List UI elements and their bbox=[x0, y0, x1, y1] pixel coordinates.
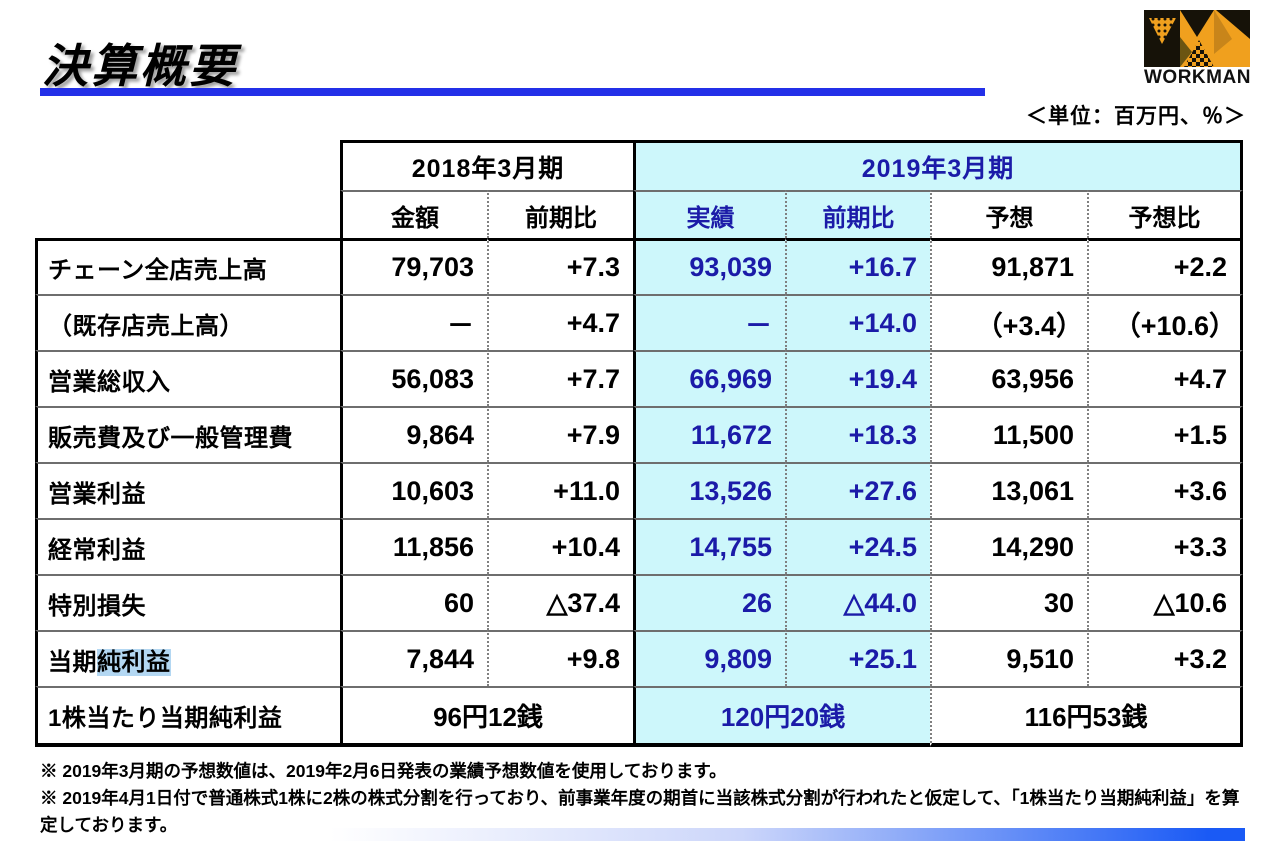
table-row-ordinary-profit: 経常利益 11,856 +10.4 14,755 +24.5 14,290 +3… bbox=[35, 518, 1244, 574]
cell-vs-forecast: +3.3 bbox=[1087, 518, 1244, 574]
cell-forecast: 9,510 bbox=[930, 630, 1087, 686]
workman-logo-text: WORKMAN bbox=[1144, 67, 1251, 88]
cell-yoy-2019: +25.1 bbox=[785, 630, 930, 686]
row-label: 特別損失 bbox=[35, 574, 340, 630]
cell-actual: 14,755 bbox=[633, 518, 785, 574]
cell-amount: 11,856 bbox=[340, 518, 487, 574]
col-header-vs-forecast: 予想比 bbox=[1087, 190, 1244, 238]
cell-yoy-2019: △44.0 bbox=[785, 574, 930, 630]
cell-amount: 79,703 bbox=[340, 238, 487, 294]
cell-yoy-2019: +16.7 bbox=[785, 238, 930, 294]
cell-vs-forecast: △10.6 bbox=[1087, 574, 1244, 630]
cell-vs-forecast: +3.2 bbox=[1087, 630, 1244, 686]
cell-yoy-2018: +4.7 bbox=[487, 294, 633, 350]
cell-yoy-2018: +7.3 bbox=[487, 238, 633, 294]
corner-spacer bbox=[35, 190, 340, 238]
cell-actual: 93,039 bbox=[633, 238, 785, 294]
table-row-chain-sales: チェーン全店売上高 79,703 +7.3 93,039 +16.7 91,87… bbox=[35, 238, 1244, 294]
cell-yoy-2018: △37.4 bbox=[487, 574, 633, 630]
workman-logo: WORKMAN bbox=[1144, 10, 1250, 89]
cell-forecast: 63,956 bbox=[930, 350, 1087, 406]
row-label-prefix: 当期 bbox=[48, 648, 97, 676]
cell-yoy-2018: +10.4 bbox=[487, 518, 633, 574]
table-row-extraordinary-loss: 特別損失 60 △37.4 26 △44.0 30 △10.6 bbox=[35, 574, 1244, 630]
table-row-eps: 1株当たり当期純利益 96円12銭 120円20銭 116円53銭 bbox=[35, 686, 1244, 747]
page-title: 決算概要 bbox=[42, 40, 238, 92]
row-label: チェーン全店売上高 bbox=[35, 238, 340, 294]
cell-forecast: 11,500 bbox=[930, 406, 1087, 462]
col-header-actual: 実績 bbox=[633, 190, 785, 238]
table-row-net-income: 当期純利益 7,844 +9.8 9,809 +25.1 9,510 +3.2 bbox=[35, 630, 1244, 686]
row-label-highlighted: 純利益 bbox=[97, 648, 171, 676]
col-header-amount: 金額 bbox=[340, 190, 487, 238]
cell-forecast: （+3.4） bbox=[930, 294, 1087, 350]
cell-forecast: 13,061 bbox=[930, 462, 1087, 518]
col-header-forecast: 予想 bbox=[930, 190, 1087, 238]
table-row-existing-store-sales: （既存店売上高） － +4.7 － +14.0 （+3.4） （+10.6） bbox=[35, 294, 1244, 350]
financial-summary-table: 2018年3月期 2019年3月期 金額 前期比 実績 前期比 予想 予想比 チ… bbox=[35, 140, 1244, 747]
cell-yoy-2019: +18.3 bbox=[785, 406, 930, 462]
cell-actual: － bbox=[633, 294, 785, 350]
cell-amount: 60 bbox=[340, 574, 487, 630]
row-label: （既存店売上高） bbox=[35, 294, 340, 350]
row-label: 営業利益 bbox=[35, 462, 340, 518]
footnote-line: ※ 2019年3月期の予想数値は、2019年2月6日発表の業績予想数値を使用して… bbox=[40, 761, 727, 781]
footnote-line: ※ 2019年4月1日付で普通株式1株に2株の株式分割を行っており、前事業年度の… bbox=[40, 788, 1240, 836]
bottom-gradient-bar bbox=[330, 828, 1245, 841]
row-label: 1株当たり当期純利益 bbox=[35, 686, 340, 747]
row-label: 営業総収入 bbox=[35, 350, 340, 406]
footnotes: ※ 2019年3月期の予想数値は、2019年2月6日発表の業績予想数値を使用して… bbox=[40, 758, 1245, 839]
cell-forecast: 91,871 bbox=[930, 238, 1087, 294]
cell-yoy-2018: +7.7 bbox=[487, 350, 633, 406]
cell-yoy-2019: +19.4 bbox=[785, 350, 930, 406]
cell-actual: 13,526 bbox=[633, 462, 785, 518]
cell-vs-forecast: +2.2 bbox=[1087, 238, 1244, 294]
cell-vs-forecast: +3.6 bbox=[1087, 462, 1244, 518]
cell-vs-forecast: +4.7 bbox=[1087, 350, 1244, 406]
row-label: 経常利益 bbox=[35, 518, 340, 574]
cell-amount: － bbox=[340, 294, 487, 350]
cell-forecast: 30 bbox=[930, 574, 1087, 630]
cell-yoy-2018: +7.9 bbox=[487, 406, 633, 462]
cell-amount: 7,844 bbox=[340, 630, 487, 686]
col-group-fy2019: 2019年3月期 bbox=[633, 140, 1244, 190]
cell-forecast: 14,290 bbox=[930, 518, 1087, 574]
cell-yoy-2018: +11.0 bbox=[487, 462, 633, 518]
col-header-yoy-2018: 前期比 bbox=[487, 190, 633, 238]
cell-vs-forecast: +1.5 bbox=[1087, 406, 1244, 462]
table-row-operating-profit: 営業利益 10,603 +11.0 13,526 +27.6 13,061 +3… bbox=[35, 462, 1244, 518]
cell-eps-2018: 96円12銭 bbox=[340, 686, 633, 747]
cell-actual: 66,969 bbox=[633, 350, 785, 406]
cell-actual: 9,809 bbox=[633, 630, 785, 686]
cell-yoy-2018: +9.8 bbox=[487, 630, 633, 686]
cell-actual: 11,672 bbox=[633, 406, 785, 462]
cell-yoy-2019: +27.6 bbox=[785, 462, 930, 518]
corner-spacer bbox=[35, 140, 340, 190]
cell-amount: 56,083 bbox=[340, 350, 487, 406]
table-row-operating-revenue: 営業総収入 56,083 +7.7 66,969 +19.4 63,956 +4… bbox=[35, 350, 1244, 406]
cell-vs-forecast: （+10.6） bbox=[1087, 294, 1244, 350]
cell-eps-forecast: 116円53銭 bbox=[930, 686, 1244, 747]
workman-logo-icon bbox=[1144, 10, 1250, 67]
table-row-sga-expenses: 販売費及び一般管理費 9,864 +7.9 11,672 +18.3 11,50… bbox=[35, 406, 1244, 462]
table-group-header-row: 2018年3月期 2019年3月期 bbox=[35, 140, 1244, 190]
cell-amount: 10,603 bbox=[340, 462, 487, 518]
cell-yoy-2019: +14.0 bbox=[785, 294, 930, 350]
title-underline bbox=[40, 88, 985, 96]
cell-actual: 26 bbox=[633, 574, 785, 630]
row-label: 当期純利益 bbox=[35, 630, 340, 686]
cell-eps-actual: 120円20銭 bbox=[633, 686, 930, 747]
cell-yoy-2019: +24.5 bbox=[785, 518, 930, 574]
cell-amount: 9,864 bbox=[340, 406, 487, 462]
row-label: 販売費及び一般管理費 bbox=[35, 406, 340, 462]
units-label: ＜単位：百万円、％＞ bbox=[1026, 105, 1246, 128]
col-header-yoy-2019: 前期比 bbox=[785, 190, 930, 238]
col-group-fy2018: 2018年3月期 bbox=[340, 140, 633, 190]
table-sub-header-row: 金額 前期比 実績 前期比 予想 予想比 bbox=[35, 190, 1244, 238]
